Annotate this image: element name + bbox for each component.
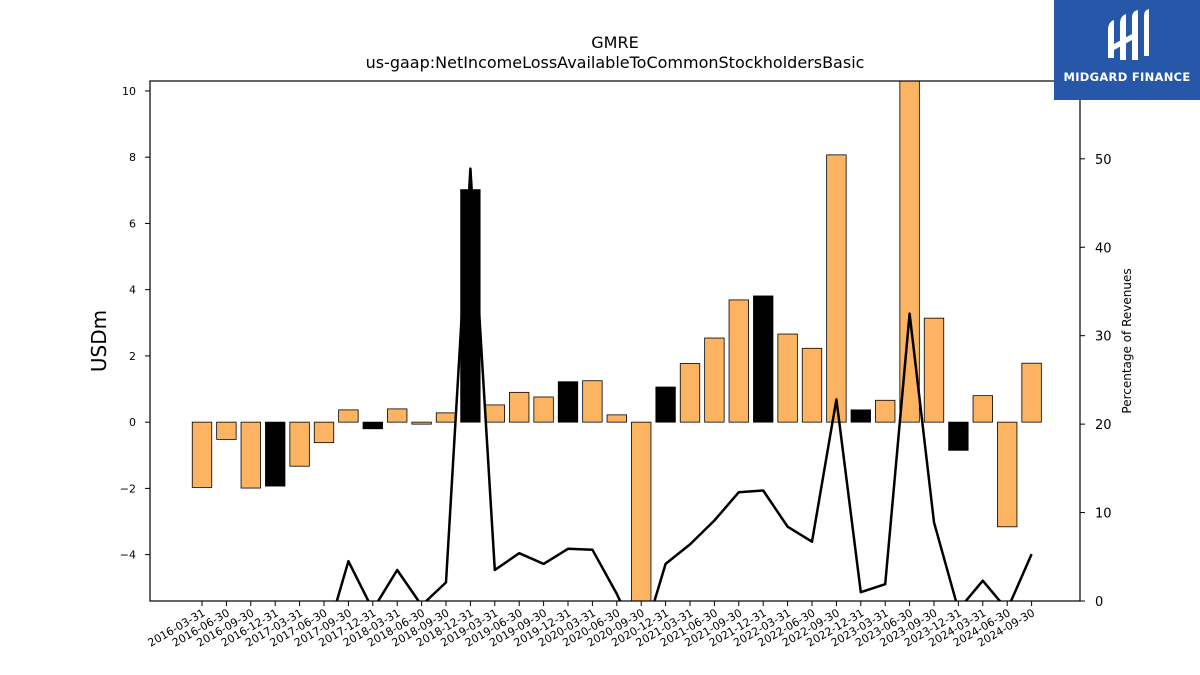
bar-2020-09-30 (631, 421, 652, 602)
bar-2022-03-31 (777, 333, 798, 423)
bar-2019-12-31 (557, 381, 579, 423)
y2-tick-label: 0 (1095, 595, 1103, 610)
y2-tick-label: 10 (1095, 507, 1112, 522)
bar-2021-03-31 (679, 363, 701, 423)
bar-2018-09-30 (435, 412, 457, 423)
y-tick-label: −2 (120, 482, 136, 495)
bar-2023-03-31 (875, 399, 896, 423)
y2-tick-label: 30 (1095, 330, 1112, 345)
bar-2021-09-30 (728, 299, 749, 423)
y-axis-label: USDm (87, 310, 111, 372)
y-tick-label: 0 (129, 416, 136, 429)
brand-name: MIDGARD FINANCE (1063, 70, 1191, 84)
y-tick-label: 6 (129, 217, 136, 230)
line-series (335, 167, 1033, 601)
bar-series (191, 80, 1042, 602)
y2-tick-label: 50 (1095, 153, 1112, 168)
bar-2023-12-31 (948, 421, 969, 451)
midgard-logo-icon (1108, 9, 1149, 60)
bar-2017-06-30 (313, 421, 335, 444)
bar-2018-06-30 (411, 421, 432, 425)
bar-2022-09-30 (826, 154, 847, 423)
bar-2016-03-31 (191, 421, 213, 488)
chart-title: GMRE (591, 33, 638, 52)
bar-2024-03-31 (972, 395, 993, 423)
y-tick-label: 8 (129, 151, 136, 164)
bar-2023-09-30 (923, 317, 945, 423)
y-tick-label: 10 (122, 85, 136, 98)
bar-2019-09-30 (533, 396, 554, 423)
bar-2021-06-30 (704, 337, 725, 423)
y2-tick-label: 40 (1095, 241, 1112, 256)
bar-2018-03-31 (387, 408, 408, 423)
bar-2017-03-31 (289, 421, 310, 467)
bar-2018-12-31 (460, 189, 481, 423)
bar-2016-12-31 (265, 421, 286, 487)
bar-2021-12-31 (753, 295, 774, 423)
y2-axis-label: Percentage of Revenues (1120, 268, 1134, 413)
bar-2020-12-31 (655, 386, 676, 423)
x-axis: 2016-03-312016-06-302016-09-302016-12-31… (146, 601, 1037, 650)
chart-subtitle: us-gaap:NetIncomeLossAvailableToCommonSt… (366, 53, 865, 72)
left-axis: −4 −2 0 2 4 6 8 10 (120, 85, 150, 562)
bar-2016-06-30 (216, 421, 237, 440)
y-tick-label: 2 (129, 350, 136, 363)
bar-2022-12-31 (850, 409, 871, 423)
y2-tick-label: 20 (1095, 418, 1112, 433)
y-tick-label: −4 (120, 549, 136, 562)
brand-logo: MIDGARD FINANCE (1054, 0, 1200, 100)
bar-2024-06-30 (997, 421, 1018, 528)
right-axis: 0 10 20 30 40 50 (1080, 153, 1112, 610)
bar-2020-03-31 (582, 380, 603, 423)
bar-2016-09-30 (240, 421, 261, 489)
bar-2020-06-30 (606, 414, 627, 423)
bar-2022-06-30 (801, 347, 823, 423)
bar-2019-03-31 (484, 404, 505, 423)
bar-2024-09-30 (1021, 362, 1042, 423)
plot-frame (149, 80, 1081, 602)
y-tick-label: 4 (129, 284, 136, 297)
percentage-of-revenues-line (335, 167, 1033, 601)
bar-2017-09-30 (338, 409, 359, 423)
bar-2019-06-30 (509, 391, 530, 423)
bar-2017-12-31 (362, 421, 383, 430)
